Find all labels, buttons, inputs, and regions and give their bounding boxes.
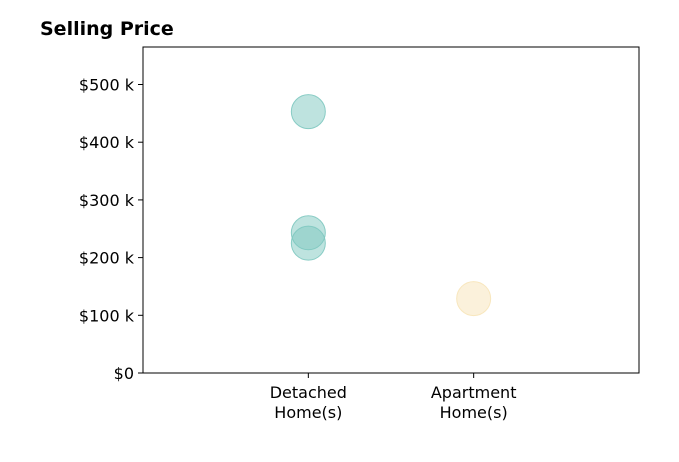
data-points [290, 94, 492, 317]
y-tick-label: $0 [114, 364, 134, 383]
x-tick-label-line: Detached [270, 383, 347, 402]
y-axis: $0 $100 k $200 k $300 k $400 k $500 k [79, 76, 143, 383]
chart-title: Selling Price [40, 18, 174, 40]
y-tick-label: $200 k [79, 249, 135, 268]
y-tick-label: $500 k [79, 76, 135, 95]
x-tick-label: Apartment Home(s) [431, 383, 517, 422]
x-tick-label-line: Apartment [431, 383, 517, 402]
x-tick-label-line: Home(s) [274, 403, 342, 422]
x-tick-label: Detached Home(s) [270, 383, 347, 422]
y-tick-label: $300 k [79, 191, 135, 210]
y-tick-label: $100 k [79, 306, 135, 325]
data-point [290, 94, 326, 130]
y-tick-label: $400 k [79, 133, 135, 152]
plot-area-frame [142, 46, 640, 374]
data-point [456, 281, 492, 317]
x-tick-label-line: Home(s) [440, 403, 508, 422]
x-axis: Detached Home(s)Apartment Home(s) [270, 373, 517, 422]
data-point [290, 225, 326, 261]
